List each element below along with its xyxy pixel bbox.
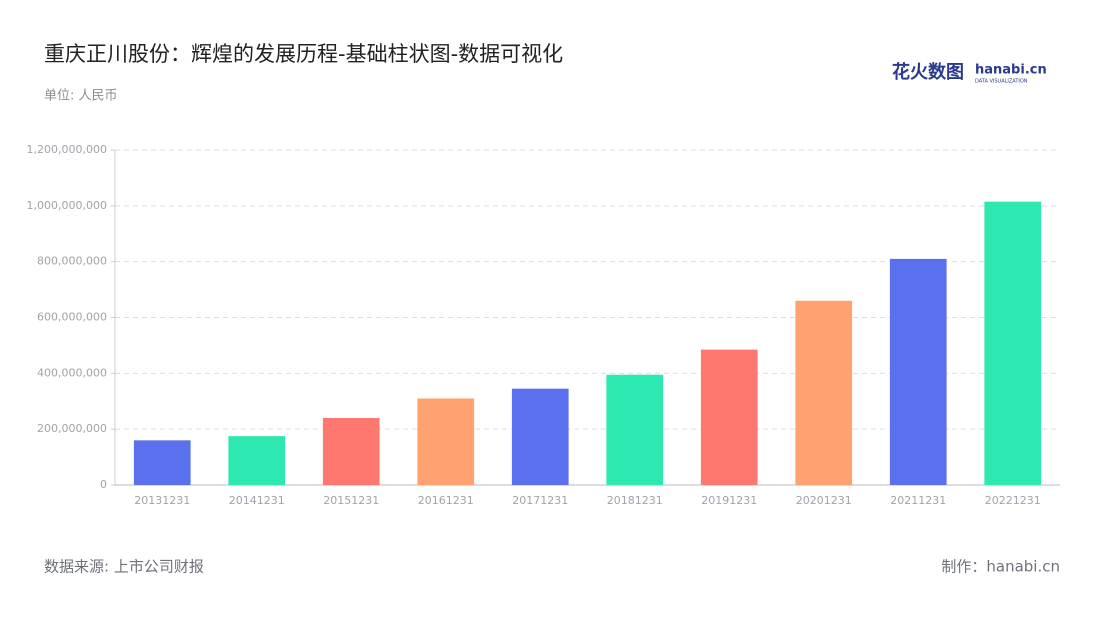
x-tick-label: 20131231 xyxy=(134,494,190,507)
x-tick-label: 20151231 xyxy=(323,494,379,507)
logo: 花火数图 xyxy=(892,61,964,83)
bar xyxy=(417,398,475,485)
bar xyxy=(606,374,664,485)
x-tick-label: 20171231 xyxy=(512,494,568,507)
x-tick-label: 20161231 xyxy=(418,494,474,507)
logo-tagline: DATA VISUALIZATION xyxy=(975,79,1028,85)
x-tick-label: 20141231 xyxy=(229,494,285,507)
y-tick-label: 800,000,000 xyxy=(37,255,107,268)
y-tick-label: 1,200,000,000 xyxy=(27,143,107,156)
y-tick-label: 400,000,000 xyxy=(37,366,107,379)
y-tick-label: 200,000,000 xyxy=(37,422,107,435)
x-tick-label: 20181231 xyxy=(607,494,663,507)
x-tick-label: 20221231 xyxy=(985,494,1041,507)
bar xyxy=(984,201,1042,486)
y-tick-label: 0 xyxy=(100,478,107,491)
bar xyxy=(228,436,286,485)
bar xyxy=(322,418,380,485)
y-tick-label: 600,000,000 xyxy=(37,311,107,324)
bar xyxy=(795,300,853,485)
subtitle: 单位: 人民币 xyxy=(44,89,118,104)
chart-title: 重庆正川股份：辉煌的发展历程-基础柱状图-数据可视化 xyxy=(44,42,563,66)
bar xyxy=(889,258,947,485)
bar xyxy=(700,349,758,485)
credit: 制作：hanabi.cn xyxy=(941,558,1060,576)
source: 数据来源: 上市公司财报 xyxy=(44,558,204,576)
logo-sub: hanabi.cn xyxy=(975,63,1047,78)
bar xyxy=(511,388,569,485)
x-tick-label: 20191231 xyxy=(701,494,757,507)
x-tick-label: 20201231 xyxy=(796,494,852,507)
y-tick-label: 1,000,000,000 xyxy=(27,199,107,212)
bar xyxy=(133,440,191,485)
x-tick-label: 20211231 xyxy=(890,494,946,507)
